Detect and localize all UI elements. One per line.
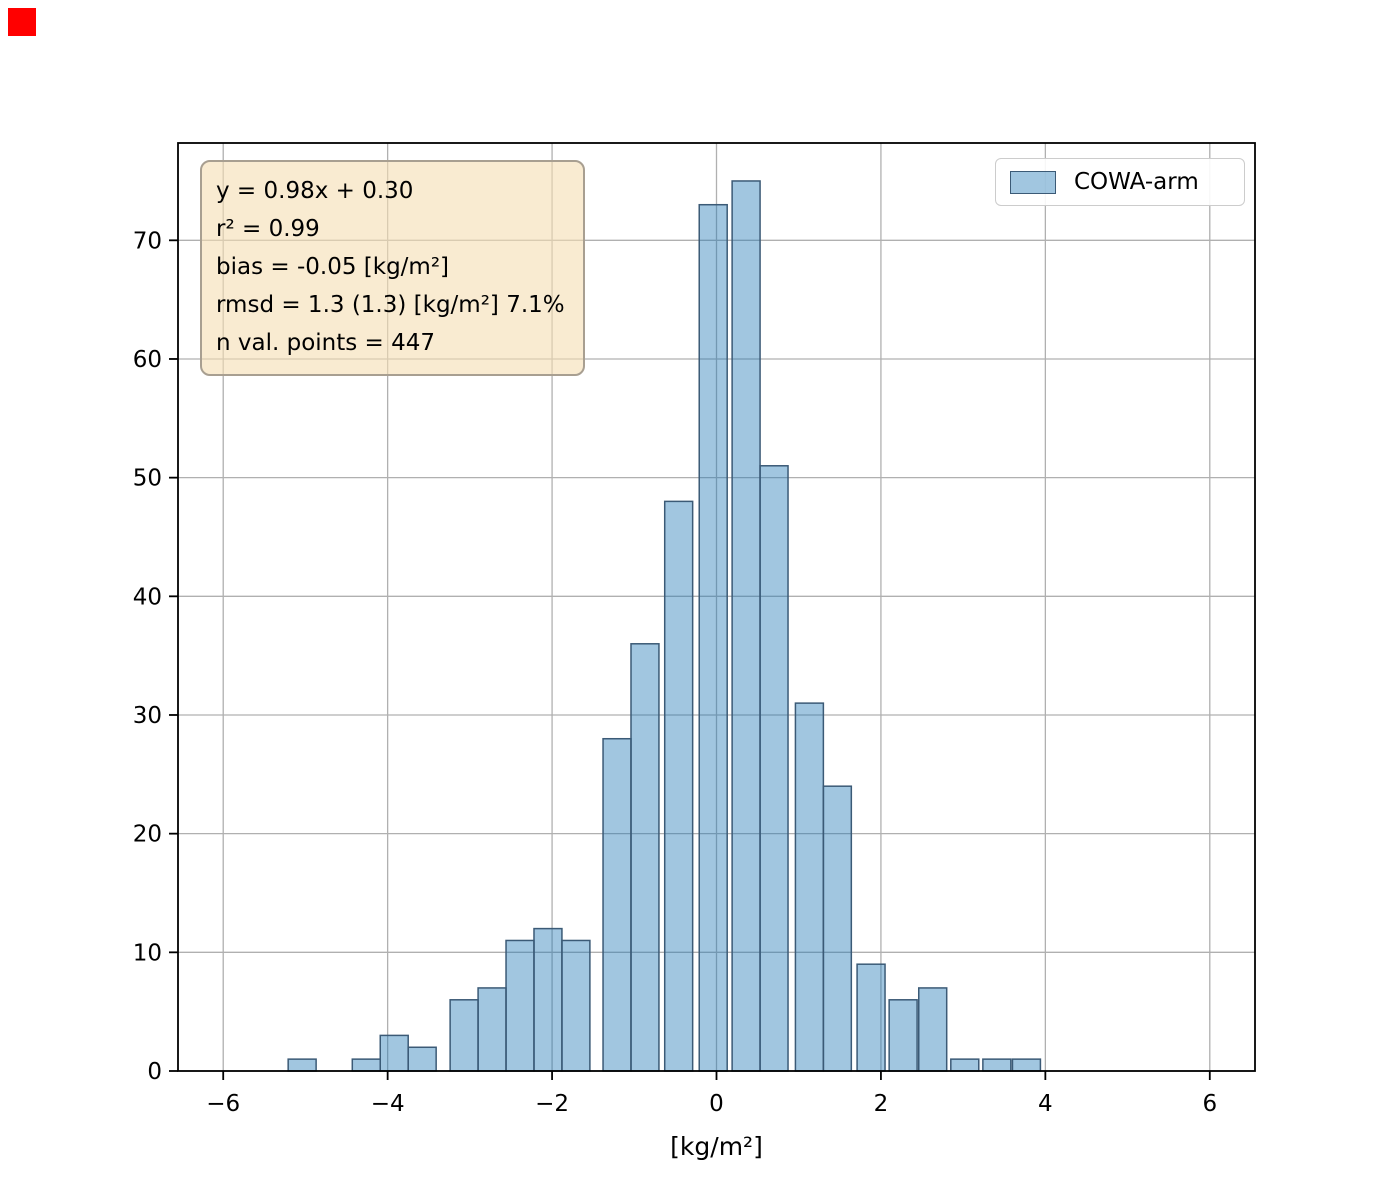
histogram-bar <box>731 180 761 1072</box>
histogram-bar <box>449 999 479 1072</box>
histogram-bar <box>351 1058 381 1072</box>
y-tick-label: 50 <box>133 466 162 492</box>
y-tick-label: 0 <box>147 1059 162 1085</box>
y-tick-label: 60 <box>133 347 162 373</box>
x-axis-label: [kg/m²] <box>670 1132 763 1161</box>
y-tick-label: 30 <box>133 703 162 729</box>
x-tick-label: 0 <box>709 1091 724 1117</box>
x-tick-label: 6 <box>1202 1091 1217 1117</box>
histogram-bar <box>950 1058 980 1072</box>
histogram-bar <box>794 702 825 1072</box>
histogram-bar <box>856 963 886 1072</box>
x-tick-label: −6 <box>206 1091 240 1117</box>
histogram-bar <box>1011 1058 1042 1072</box>
x-tick-label: 4 <box>1038 1091 1053 1117</box>
histogram-bar <box>602 737 632 1072</box>
histogram-bar <box>888 999 918 1072</box>
histogram-bar <box>698 203 728 1072</box>
stats-line-bias: bias = -0.05 [kg/m²] <box>216 254 450 280</box>
histogram-bar <box>287 1058 317 1072</box>
stats-line-rmsd: rmsd = 1.3 (1.3) [kg/m²] 7.1% <box>216 292 565 318</box>
histogram-bar <box>630 643 660 1072</box>
histogram-bar <box>477 987 507 1072</box>
corner-marker <box>8 8 36 36</box>
x-tick-label: −2 <box>535 1091 569 1117</box>
y-tick-label: 20 <box>133 822 162 848</box>
histogram-bar <box>379 1034 409 1072</box>
histogram-bar <box>822 785 853 1072</box>
histogram-bar <box>505 939 535 1072</box>
histogram-bar <box>407 1046 437 1072</box>
legend-label: COWA-arm <box>1074 169 1199 195</box>
legend-swatch <box>1010 170 1056 194</box>
histogram-bar <box>917 987 948 1072</box>
stats-line-npoints: n val. points = 447 <box>216 330 436 356</box>
y-tick-label: 70 <box>133 228 162 254</box>
x-tick-label: −4 <box>371 1091 405 1117</box>
x-tick-label: 2 <box>874 1091 889 1117</box>
y-tick-label: 10 <box>133 940 162 966</box>
stats-line-r2: r² = 0.99 <box>216 216 320 242</box>
stats-annotation-box: y = 0.98x + 0.30 r² = 0.99 bias = -0.05 … <box>200 160 585 376</box>
histogram-bar <box>982 1058 1012 1072</box>
y-tick-label: 40 <box>133 584 162 610</box>
histogram-bar <box>561 939 591 1072</box>
stats-line-fit: y = 0.98x + 0.30 <box>216 178 414 204</box>
histogram-bar <box>663 500 694 1072</box>
histogram-bar <box>759 465 789 1072</box>
histogram-bar <box>533 927 563 1072</box>
legend: COWA-arm <box>995 158 1245 206</box>
